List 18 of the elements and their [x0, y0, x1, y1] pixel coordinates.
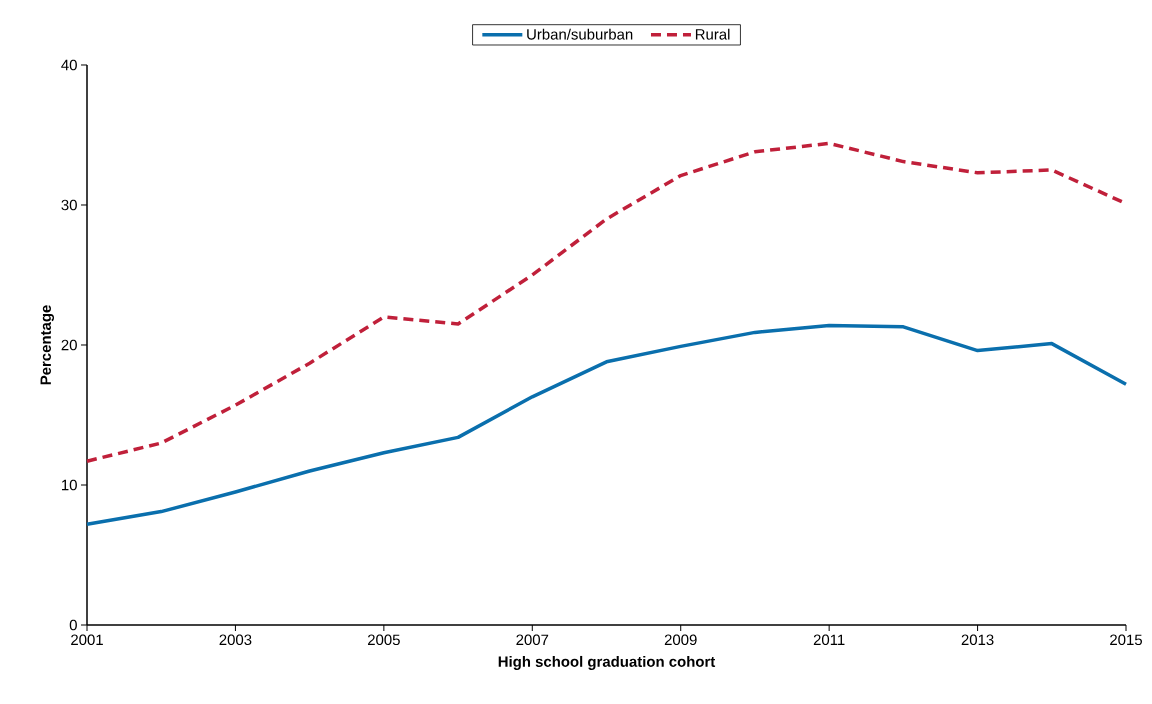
x-tick-label: 2009: [664, 634, 697, 646]
y-tick-label: 30: [61, 199, 77, 211]
x-tick-label: 2013: [961, 634, 994, 646]
x-tick-label: 2011: [813, 634, 845, 646]
legend-label: Urban/suburban: [527, 28, 633, 40]
y-axis-title: Percentage: [40, 305, 55, 385]
legend-label: Rural: [695, 28, 730, 40]
x-tick-label: 2007: [516, 634, 549, 646]
line-series: [85, 323, 1128, 526]
y-tick-label: 10: [62, 479, 77, 491]
y-tick-label: 0: [69, 619, 77, 631]
x-axis-title: High school graduation cohort: [498, 655, 716, 670]
x-tick-label: 2015: [1110, 634, 1142, 646]
x-tick-label: 2001: [71, 634, 103, 646]
x-tick-label: 2003: [219, 634, 252, 646]
y-tick-label: 40: [61, 59, 77, 71]
x-tick-label: 2005: [367, 634, 400, 646]
y-tick-label: 20: [61, 339, 77, 351]
